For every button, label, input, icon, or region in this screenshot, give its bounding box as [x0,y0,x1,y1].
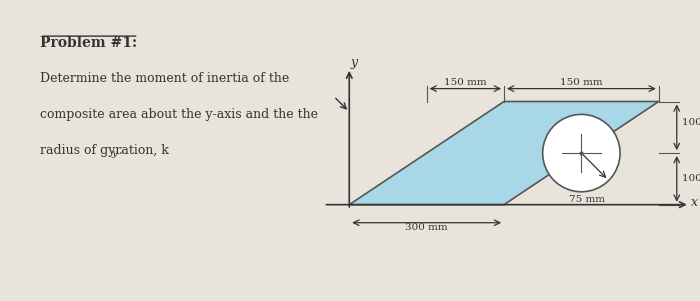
Text: .: . [118,144,122,157]
Text: 100 mm: 100 mm [682,175,700,183]
Circle shape [542,114,620,192]
Text: Determine the moment of inertia of the: Determine the moment of inertia of the [40,72,289,85]
Text: y: y [351,56,358,70]
Text: 75 mm: 75 mm [568,195,605,204]
Text: radius of gyration, k: radius of gyration, k [40,144,169,157]
Text: Problem #1:: Problem #1: [40,36,137,50]
Text: 150 mm: 150 mm [444,78,486,87]
Polygon shape [349,101,659,205]
Text: y: y [111,149,118,158]
Text: 100 mm: 100 mm [682,118,700,127]
Text: 300 mm: 300 mm [405,223,448,232]
Text: composite area about the y-axis and the the: composite area about the y-axis and the … [40,108,318,121]
Text: x: x [691,196,698,209]
Text: 150 mm: 150 mm [560,78,603,87]
